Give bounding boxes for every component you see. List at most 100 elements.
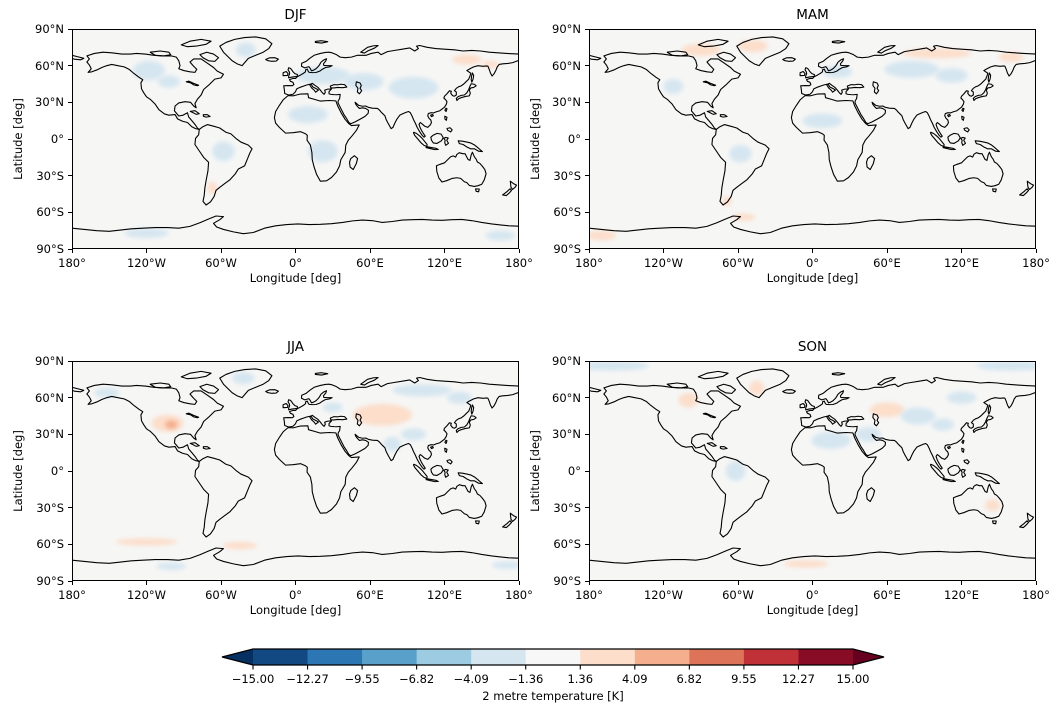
anomaly-patch-light_blue	[288, 106, 328, 124]
y-tick-mark	[68, 433, 72, 435]
coastline	[961, 137, 966, 145]
x-tick-mark	[588, 581, 590, 585]
coastline	[783, 58, 796, 62]
anomaly-patch-light_blue	[343, 73, 384, 91]
x-axis-label: Longitude [deg]	[249, 271, 342, 285]
y-tick-label: 60°N	[552, 390, 581, 405]
x-tick-mark	[663, 249, 665, 253]
coastline	[948, 447, 951, 449]
colorbar-segment	[798, 649, 854, 665]
colorbar-label: 2 metre temperature [K]	[482, 689, 624, 703]
y-tick-mark	[68, 507, 72, 509]
coastline	[847, 416, 864, 420]
coastline	[832, 41, 844, 43]
y-tick-mark	[585, 507, 589, 509]
coastline	[975, 141, 999, 152]
coastline	[953, 484, 1003, 518]
coastline	[867, 488, 875, 502]
coastline	[283, 404, 288, 408]
coastline	[220, 37, 272, 66]
y-axis-label: Latitude [deg]	[528, 98, 542, 180]
anomaly-patch-light_orange	[451, 54, 482, 65]
x-tick-mark	[146, 249, 148, 253]
coastline	[717, 384, 736, 393]
coastline	[190, 111, 199, 115]
x-tick-mark	[812, 581, 814, 585]
y-tick-label: 60°S	[553, 205, 581, 220]
anomaly-patch-light_orange	[783, 560, 829, 568]
anomaly-patch-light_orange	[869, 402, 905, 418]
x-tick-mark	[663, 581, 665, 585]
x-tick-label: 120°E	[944, 256, 979, 270]
anomaly-patch-light_blue	[401, 428, 426, 441]
y-tick-label: 90°N	[35, 354, 64, 368]
y-tick-mark	[585, 360, 589, 362]
coastline	[961, 469, 966, 477]
coastline	[589, 387, 601, 392]
coastline	[350, 488, 358, 502]
coastline	[791, 426, 876, 513]
coastline	[717, 52, 736, 61]
anomaly-patch-light_orange	[733, 213, 756, 221]
colorbar-under-arrow	[222, 649, 253, 665]
coastline	[150, 383, 170, 388]
coastline	[72, 548, 519, 581]
panel-mam: MAM 90°N 60°N 30°N 0° 30°S 60°S 90°S 180° 120°W…	[528, 7, 1050, 285]
y-tick-mark	[585, 543, 589, 545]
y-tick-label: 30°S	[36, 168, 64, 183]
coastline	[72, 55, 84, 60]
coastline	[431, 465, 443, 475]
panel-djf: DJF 90°N 60°N 30°N 0° 30°S 60°S 90°S 180° 120°W…	[11, 7, 533, 285]
x-tick-label: 60°W	[722, 588, 754, 602]
y-axis-label: Latitude [deg]	[11, 430, 25, 512]
anomaly-patch-light_blue	[491, 561, 519, 569]
x-tick-label: 180°	[58, 588, 86, 602]
colorbar-tick-label: 6.82	[676, 672, 703, 686]
x-tick-label: 60°E	[356, 256, 384, 270]
coastline	[431, 447, 434, 449]
coastline	[589, 548, 1036, 581]
coastline	[186, 413, 198, 418]
coastline	[1027, 513, 1033, 521]
coastline	[426, 147, 438, 150]
y-tick-label: 30°N	[35, 95, 64, 110]
coastline	[948, 133, 960, 143]
coastline	[87, 384, 224, 461]
coastline	[471, 73, 473, 82]
coastline	[948, 115, 951, 117]
coastline	[707, 443, 716, 447]
anomaly-patch-light_blue	[900, 407, 936, 425]
coastline	[962, 108, 964, 111]
coastline	[801, 46, 1036, 138]
colorbar-tick-label: −15.00	[231, 672, 275, 686]
coastline	[867, 156, 875, 170]
y-tick-mark	[68, 248, 72, 250]
coastline	[471, 405, 473, 414]
anomaly-patch-light_orange	[738, 40, 768, 53]
x-tick-mark	[886, 581, 888, 585]
y-tick-mark	[585, 397, 589, 399]
x-tick-mark	[71, 249, 73, 253]
coastline	[274, 94, 359, 181]
coastline	[476, 521, 480, 524]
x-tick-label: 180°	[575, 256, 603, 270]
coastline	[973, 416, 993, 433]
anomaly-patch-light_orange	[749, 380, 765, 396]
y-tick-mark	[68, 28, 72, 30]
anomaly-patch-light_blue	[322, 402, 343, 413]
x-tick-label: 0°	[288, 256, 303, 270]
coastline	[783, 390, 796, 394]
coastline	[447, 128, 452, 132]
x-tick-mark	[369, 249, 371, 253]
coastline	[72, 387, 84, 392]
coastline	[458, 473, 482, 484]
x-tick-label: 120°W	[126, 588, 167, 602]
x-tick-label: 60°W	[722, 256, 754, 270]
coastline	[712, 457, 769, 537]
coastline	[476, 189, 480, 192]
panel-title: SON	[797, 339, 828, 355]
world-map	[72, 29, 519, 249]
x-tick-mark	[220, 581, 222, 585]
anomaly-patch-light_orange	[998, 52, 1024, 62]
coastline	[832, 373, 844, 375]
